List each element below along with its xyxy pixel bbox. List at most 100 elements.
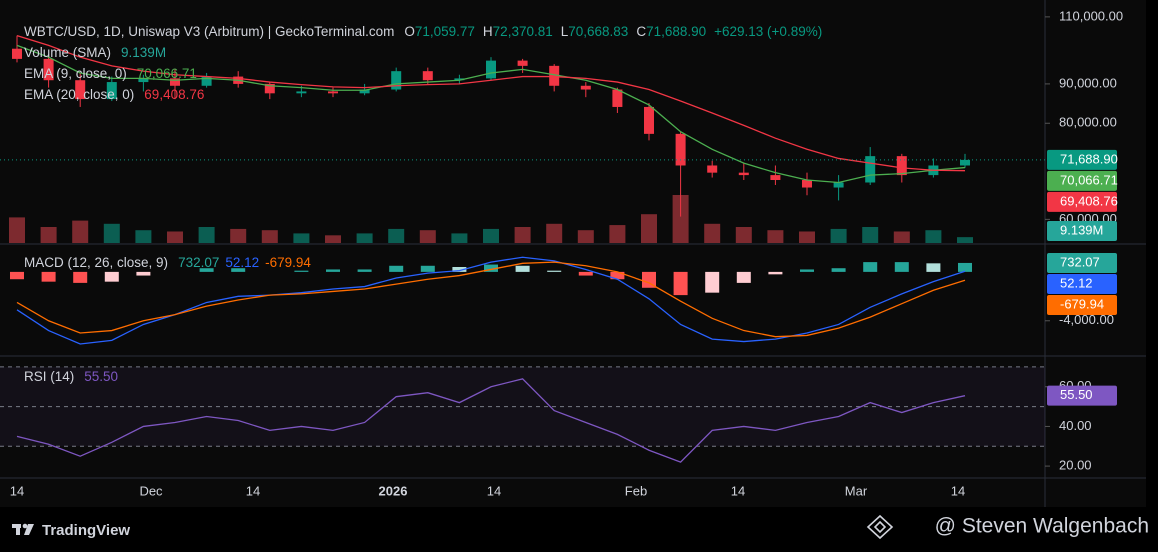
- volume-bar: [9, 217, 25, 243]
- volume-bar: [735, 227, 752, 243]
- candle-body: [170, 78, 180, 86]
- volume-bar: [925, 230, 942, 243]
- axis-tag: [1047, 191, 1117, 212]
- legend-text: 71,059.77: [414, 24, 475, 39]
- macd-histogram-bar: [705, 271, 720, 293]
- volume-bar: [198, 227, 215, 243]
- axis-tag-label: 69,408.76: [1060, 193, 1118, 208]
- legend-text: C: [636, 24, 647, 39]
- candle-body: [675, 133, 686, 166]
- macd-histogram-bar: [231, 268, 246, 272]
- y-tick-label: 110,000.00: [1059, 8, 1123, 23]
- volume-bar: [103, 223, 120, 243]
- candle-body: [738, 172, 749, 176]
- macd-histogram-bar: [515, 265, 530, 272]
- time-label: Feb: [625, 483, 647, 498]
- volume-bar: [830, 228, 847, 243]
- macd-histogram-bar: [199, 268, 214, 272]
- legend-text: 70,066.71: [136, 66, 197, 81]
- axis-tag: [1047, 149, 1117, 170]
- legend-text: 55.50: [84, 369, 119, 384]
- legend-text: 732.07: [178, 255, 220, 270]
- volume-bar: [893, 231, 910, 243]
- candle-body: [833, 182, 844, 188]
- rsi-line: [16, 378, 966, 463]
- volume-bar: [40, 227, 57, 243]
- legend-text: L: [560, 24, 569, 39]
- volume-bar: [419, 230, 436, 243]
- y-tick-label: 90,000.00: [1059, 75, 1117, 90]
- y-tick-label: 20.00: [1059, 458, 1092, 473]
- volume-bar: [862, 227, 879, 243]
- macd-histogram-bar: [326, 269, 340, 272]
- credit: @ Steven Walgenbach: [935, 515, 1149, 538]
- legend-row: MACD (12, 26, close, 9) 732.07 52.12 -679.9…: [24, 255, 317, 270]
- legend-text: 72,370.81: [492, 24, 553, 39]
- candle-body: [549, 65, 560, 86]
- legend-text: 70,668.83: [568, 24, 629, 39]
- candle-body: [422, 71, 433, 81]
- candle-body: [580, 85, 591, 90]
- macd-histogram-bar: [800, 269, 814, 272]
- legend-text: 52.12: [225, 255, 260, 270]
- axis-tag-label: 70,066.71: [1060, 172, 1118, 187]
- brand: TradingView: [42, 522, 130, 539]
- volume-bar: [799, 231, 815, 243]
- axis-tag: [1047, 273, 1117, 294]
- volume-bar: [704, 223, 721, 243]
- volume-bar: [483, 228, 499, 243]
- macd-histogram-bar: [104, 271, 119, 282]
- legend-text: Volume (SMA): [24, 45, 112, 60]
- macd-histogram-bar: [642, 271, 656, 288]
- axis-tag-label: -679.94: [1060, 296, 1104, 311]
- legend-text: -679.94: [265, 255, 311, 270]
- candle-body: [865, 156, 876, 183]
- legend-text: +629.13 (+0.89%): [714, 24, 823, 39]
- volume-bar: [72, 220, 89, 243]
- axis-tag-label: 9.139M: [1060, 222, 1103, 237]
- candle-body: [43, 58, 54, 81]
- macd-histogram-bar: [484, 264, 498, 272]
- volume-bar: [293, 233, 310, 243]
- candle-body: [707, 165, 718, 173]
- volume-bar: [451, 233, 468, 243]
- legend-row: EMA (9, close, 0) 70,066.71: [24, 66, 203, 81]
- legend-row: RSI (14) 55.50: [24, 369, 124, 384]
- macd-histogram-bar: [736, 271, 751, 283]
- volume-bar: [261, 230, 278, 243]
- candle-body: [486, 60, 496, 79]
- volume-bar: [957, 237, 973, 243]
- candle-body: [138, 78, 149, 83]
- axis-tag: [1047, 252, 1117, 273]
- legend-text: 71,688.90: [646, 24, 707, 39]
- candle-body: [454, 78, 465, 81]
- legend-text: WBTC/USD, 1D, Uniswap V3 (Arbitrum) | Ge…: [24, 24, 395, 39]
- legend-text: 69,408.76: [144, 87, 205, 102]
- macd-histogram-bar: [547, 270, 562, 272]
- macd-histogram-bar: [73, 271, 88, 283]
- time-label: 14: [487, 483, 501, 498]
- volume-bar: [356, 233, 373, 243]
- legend-text: O: [404, 24, 415, 39]
- time-label: 14: [10, 483, 24, 498]
- legend-text: EMA (9, close, 0): [24, 66, 127, 81]
- macd-histogram-bar: [863, 262, 878, 272]
- candle-body: [328, 91, 338, 94]
- volume-bar: [135, 230, 152, 243]
- legend-text: 9.139M: [121, 45, 167, 60]
- tradingview-logo: [12, 523, 34, 535]
- legend-text: EMA (20, close, 0): [24, 87, 135, 102]
- volume-bar: [514, 227, 531, 243]
- candle-body: [75, 80, 86, 100]
- axis-tag: [1047, 385, 1117, 406]
- macd-histogram-bar: [768, 271, 783, 275]
- axis-tag-label: 52.12: [1060, 275, 1093, 290]
- axis-tag: [1047, 221, 1117, 241]
- volume-bar: [672, 195, 689, 243]
- macd-histogram-bar: [10, 271, 24, 280]
- macd-histogram-bar: [294, 270, 309, 272]
- candle-body: [612, 89, 623, 107]
- legend-text: MACD (12, 26, close, 9): [24, 255, 169, 270]
